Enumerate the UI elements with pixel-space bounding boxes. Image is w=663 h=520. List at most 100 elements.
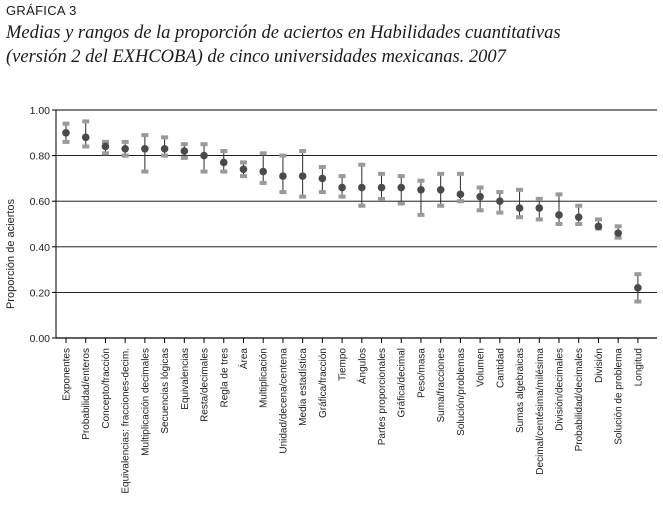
- max-cap: [279, 153, 287, 158]
- min-cap: [121, 153, 129, 158]
- min-cap: [259, 180, 267, 185]
- mean-dot: [634, 284, 642, 292]
- max-cap: [82, 119, 90, 124]
- max-cap: [161, 135, 169, 140]
- category-label: Equivalencias: fracciones-decim.: [121, 348, 132, 494]
- mean-dot: [535, 204, 544, 212]
- max-cap: [456, 171, 464, 176]
- category-label: Multiplicación: [259, 348, 270, 408]
- max-cap: [378, 171, 386, 176]
- min-cap: [161, 153, 169, 158]
- mean-dot: [515, 204, 524, 212]
- max-cap: [417, 178, 425, 183]
- max-cap: [496, 190, 504, 195]
- title-acronym: EXHCOBA: [112, 47, 197, 67]
- y-tick-label: 0.60: [30, 196, 51, 208]
- max-cap: [535, 196, 543, 201]
- mean-dot: [555, 211, 563, 219]
- min-cap: [456, 199, 464, 204]
- min-cap: [338, 194, 346, 199]
- category-label: Resta/decimales: [200, 348, 211, 422]
- y-tick-label: 0.00: [30, 333, 51, 345]
- mean-dot: [239, 165, 248, 174]
- min-cap: [239, 174, 247, 179]
- max-cap: [220, 149, 228, 154]
- min-cap: [200, 169, 208, 174]
- min-cap: [101, 151, 109, 156]
- y-tick-label: 0.40: [30, 242, 51, 254]
- mean-dot: [101, 142, 110, 151]
- min-cap: [496, 210, 504, 215]
- min-cap: [417, 212, 425, 217]
- category-label: División: [594, 348, 605, 383]
- min-cap: [279, 190, 287, 195]
- max-cap: [358, 162, 366, 167]
- category-label: Gráfica/fracción: [318, 348, 329, 418]
- mean-dot: [456, 190, 465, 199]
- data-marks: [62, 119, 642, 304]
- max-cap: [239, 160, 247, 165]
- category-label: Volumen: [476, 348, 487, 387]
- max-cap: [62, 121, 70, 126]
- category-label: Solución de problema: [614, 348, 625, 445]
- title-line-2-post: ) de cinco universidades mexicanas. 2007: [196, 47, 506, 67]
- max-cap: [141, 133, 149, 138]
- min-cap: [614, 235, 622, 240]
- mean-dot: [496, 197, 504, 205]
- category-label: Ángulos: [355, 348, 368, 384]
- max-cap: [594, 217, 602, 222]
- min-cap: [299, 194, 307, 199]
- mean-dot: [180, 147, 189, 155]
- category-label: Concepto/fracción: [101, 348, 112, 429]
- mean-dot: [141, 144, 149, 153]
- max-cap: [555, 192, 563, 197]
- min-cap: [358, 203, 366, 208]
- category-label: Solución/problemas: [456, 348, 467, 436]
- max-cap: [476, 185, 484, 190]
- min-cap: [437, 203, 445, 208]
- mean-dot: [81, 133, 90, 142]
- y-tick-label: 0.80: [30, 151, 51, 163]
- category-label: Tiempo: [338, 348, 349, 381]
- mean-dot: [436, 186, 445, 194]
- category-label: Equivalencias: [180, 348, 191, 410]
- min-cap: [397, 201, 405, 206]
- mean-dot: [338, 183, 346, 192]
- min-cap: [516, 215, 524, 220]
- max-cap: [575, 203, 583, 208]
- category-label: Decimal/centésima/milésima: [535, 348, 546, 475]
- category-label: Longitud: [633, 348, 644, 386]
- mean-dot: [377, 183, 386, 192]
- mean-dot: [298, 172, 307, 180]
- max-cap: [200, 142, 208, 147]
- min-cap: [634, 299, 642, 304]
- max-cap: [397, 174, 405, 179]
- max-cap: [437, 171, 445, 176]
- min-cap: [141, 169, 149, 174]
- mean-dot: [614, 229, 622, 237]
- mean-dot: [574, 213, 583, 221]
- category-label: Suma/fracciones: [436, 348, 447, 422]
- max-cap: [338, 174, 346, 179]
- mean-dot: [318, 174, 327, 183]
- max-cap: [614, 224, 622, 229]
- category-label: Multiplicación decimales: [140, 348, 151, 456]
- figure-label: GRÁFICA 3: [6, 3, 77, 18]
- min-cap: [535, 217, 543, 222]
- chart-title: Medias y rangos de la proporción de acie…: [6, 21, 656, 69]
- mean-dot: [279, 172, 287, 180]
- gridlines: [55, 109, 657, 339]
- y-axis-label: Proporción de aciertos: [5, 198, 17, 309]
- max-cap: [121, 139, 129, 144]
- max-cap: [180, 142, 188, 147]
- category-labels: Exponentes Probabilidad/enteros Concepto/f…: [62, 338, 644, 494]
- mean-dot: [594, 222, 603, 231]
- mean-dot: [397, 183, 406, 192]
- min-cap: [220, 169, 228, 174]
- mean-dot: [358, 183, 366, 192]
- category-label: Peso/masa: [416, 348, 427, 398]
- category-label: Probabilidad/decimales: [574, 348, 585, 451]
- mean-dot: [259, 167, 268, 176]
- y-tick-label: 0.20: [30, 287, 51, 299]
